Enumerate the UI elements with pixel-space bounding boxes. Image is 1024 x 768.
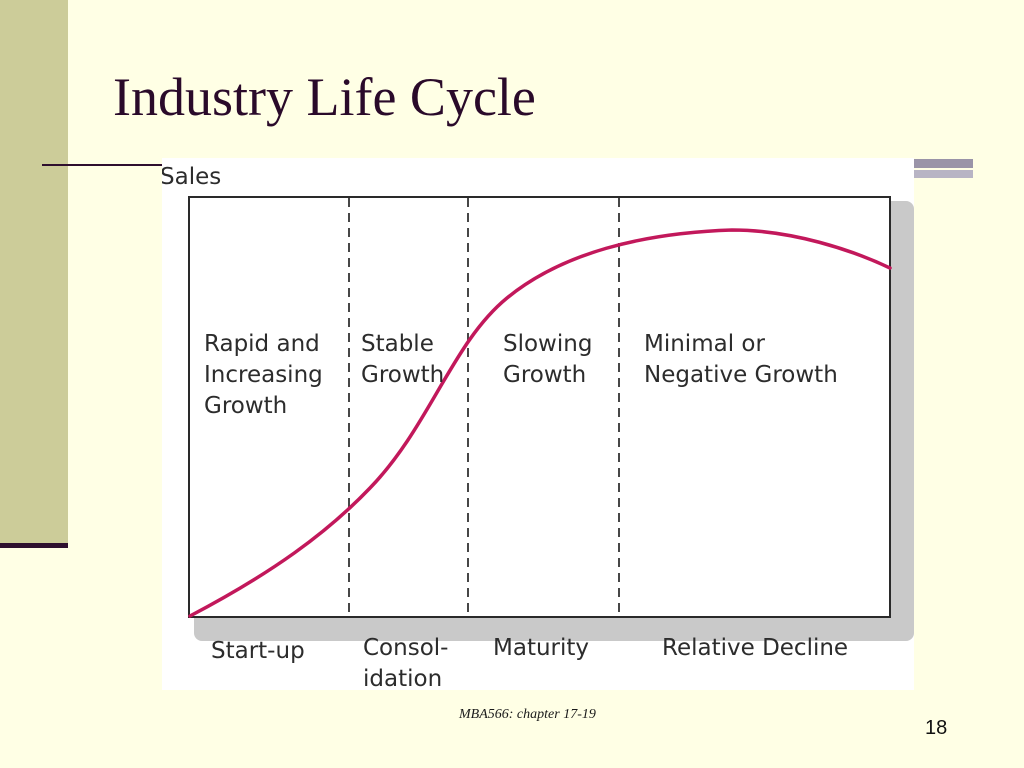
stage-name-3: Maturity	[493, 635, 589, 661]
phase-2-line-2: Growth	[361, 362, 444, 388]
phase-description-2: Stable Growth	[361, 331, 444, 388]
left-band-underline	[0, 543, 68, 548]
plot-frame	[188, 196, 891, 618]
title-rule-right-bottom	[912, 170, 973, 178]
stage-name-2-line-2: idation	[363, 666, 442, 690]
phase-4-line-2: Negative Growth	[644, 362, 838, 388]
life-cycle-figure: Sales Rapid and Increasing Growth Stable…	[162, 158, 914, 690]
phase-description-3: Slowing Growth	[503, 331, 592, 388]
phase-3-line-2: Growth	[503, 362, 586, 388]
title-rule-left	[42, 164, 164, 166]
left-decorative-band	[0, 0, 68, 545]
life-cycle-diagram: Sales Rapid and Increasing Growth Stable…	[162, 164, 914, 690]
title-rule-right-top	[912, 159, 973, 168]
page-number: 18	[925, 717, 948, 739]
phase-1-line-2: Increasing	[204, 362, 323, 388]
stage-name-1: Start-up	[211, 638, 305, 664]
phase-4-line-1: Minimal or	[644, 331, 765, 357]
phase-2-line-1: Stable	[361, 331, 434, 357]
slide-footer: MBA566: chapter 17-19	[459, 707, 596, 722]
phase-3-line-1: Slowing	[503, 331, 592, 357]
y-axis-label: Sales	[162, 164, 221, 190]
sales-curve	[188, 228, 892, 618]
stage-name-2-line-1: Consol-	[363, 635, 448, 661]
phase-1-line-3: Growth	[204, 393, 287, 419]
phase-description-4: Minimal or Negative Growth	[644, 331, 838, 388]
slide-title: Industry Life Cycle	[113, 67, 536, 127]
phase-description-1: Rapid and Increasing Growth	[204, 331, 323, 419]
stage-names: Start-up Consol- idation Maturity Relati…	[211, 635, 848, 690]
phase-1-line-1: Rapid and	[204, 331, 320, 357]
stage-name-4: Relative Decline	[662, 635, 848, 661]
